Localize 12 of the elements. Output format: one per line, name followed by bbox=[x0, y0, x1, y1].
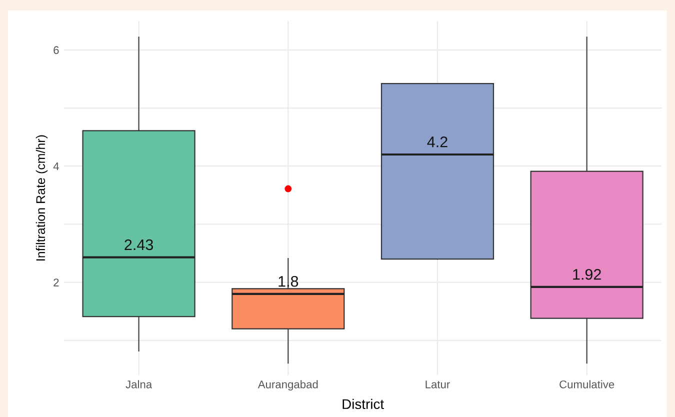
x-axis-title: District bbox=[342, 398, 384, 410]
x-tick-label: Aurangabad bbox=[258, 380, 318, 391]
annotation: 4.2 bbox=[427, 136, 448, 148]
x-tick-label: Cumulative bbox=[560, 380, 614, 388]
y-axis-title: Infiltration Rate (cm/hr) bbox=[36, 135, 48, 260]
annotation: 1.92 bbox=[573, 268, 601, 280]
y-tick-label: 4 bbox=[53, 162, 59, 170]
y-tick-label: 2 bbox=[54, 278, 59, 286]
annotation: 2.43 bbox=[124, 239, 153, 250]
x-tick-label: Latur bbox=[426, 380, 450, 388]
x-tick-label: Jalna bbox=[126, 380, 152, 388]
y-tick-label: 6 bbox=[54, 46, 59, 54]
